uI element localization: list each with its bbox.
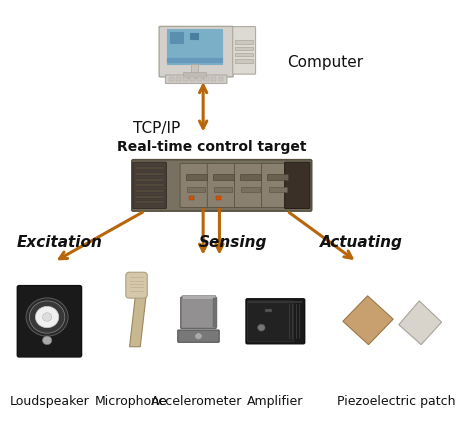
Polygon shape <box>129 294 146 347</box>
Bar <box>135 190 164 192</box>
Text: TCP/IP: TCP/IP <box>133 121 181 135</box>
Text: Actuating: Actuating <box>319 235 402 250</box>
Bar <box>187 187 205 192</box>
Bar <box>183 72 206 78</box>
Bar <box>213 174 234 180</box>
FancyBboxPatch shape <box>133 162 166 209</box>
FancyBboxPatch shape <box>207 163 239 207</box>
Circle shape <box>26 298 68 336</box>
Text: Excitation: Excitation <box>17 235 103 250</box>
Bar <box>204 77 209 81</box>
Bar <box>214 187 232 192</box>
Bar <box>211 77 216 81</box>
Bar <box>135 184 164 187</box>
Bar <box>216 196 221 200</box>
Text: Real-time control target: Real-time control target <box>117 140 307 154</box>
Text: Piezoelectric patch: Piezoelectric patch <box>337 395 456 409</box>
Bar <box>189 196 194 200</box>
FancyBboxPatch shape <box>246 299 305 344</box>
Bar <box>170 32 182 43</box>
Text: Computer: Computer <box>287 55 363 70</box>
Bar <box>135 201 164 204</box>
Text: Microphone: Microphone <box>95 395 167 409</box>
FancyBboxPatch shape <box>159 26 233 77</box>
Bar <box>182 294 215 299</box>
Circle shape <box>258 324 265 331</box>
Circle shape <box>43 313 52 321</box>
Bar <box>169 77 174 81</box>
Bar <box>190 77 195 81</box>
FancyBboxPatch shape <box>285 162 310 209</box>
Text: Loudspeaker: Loudspeaker <box>9 395 89 409</box>
Bar <box>135 178 164 181</box>
Bar <box>183 77 188 81</box>
Bar <box>235 53 253 56</box>
FancyBboxPatch shape <box>247 301 294 342</box>
FancyBboxPatch shape <box>178 330 219 343</box>
Bar <box>235 59 253 63</box>
FancyBboxPatch shape <box>262 163 294 207</box>
Bar <box>191 63 198 76</box>
FancyBboxPatch shape <box>132 160 312 211</box>
Bar <box>264 309 272 312</box>
Bar <box>240 174 261 180</box>
Text: Sensing: Sensing <box>199 235 267 250</box>
Bar <box>135 167 164 170</box>
Bar <box>235 40 253 43</box>
Bar <box>235 46 253 50</box>
Text: Amplifier: Amplifier <box>247 395 303 409</box>
Circle shape <box>29 301 65 333</box>
Circle shape <box>195 333 202 340</box>
Bar <box>167 29 222 63</box>
FancyBboxPatch shape <box>235 163 266 207</box>
Bar <box>248 301 302 303</box>
Bar <box>185 174 207 180</box>
FancyBboxPatch shape <box>165 75 227 83</box>
Bar <box>197 77 202 81</box>
FancyBboxPatch shape <box>17 285 82 357</box>
Bar <box>219 77 223 81</box>
Bar <box>135 196 164 198</box>
FancyBboxPatch shape <box>233 26 255 74</box>
Bar <box>213 298 217 327</box>
Bar <box>167 58 222 62</box>
Bar <box>190 32 198 39</box>
Bar <box>176 77 181 81</box>
Circle shape <box>43 336 52 345</box>
Circle shape <box>36 306 59 328</box>
FancyBboxPatch shape <box>180 163 212 207</box>
Text: Accelerometer: Accelerometer <box>150 395 242 409</box>
Bar <box>135 173 164 175</box>
Bar <box>267 174 288 180</box>
Polygon shape <box>399 301 442 345</box>
FancyBboxPatch shape <box>181 297 216 328</box>
Bar <box>269 187 287 192</box>
Polygon shape <box>343 296 393 345</box>
Bar <box>241 187 260 192</box>
FancyBboxPatch shape <box>126 272 147 298</box>
